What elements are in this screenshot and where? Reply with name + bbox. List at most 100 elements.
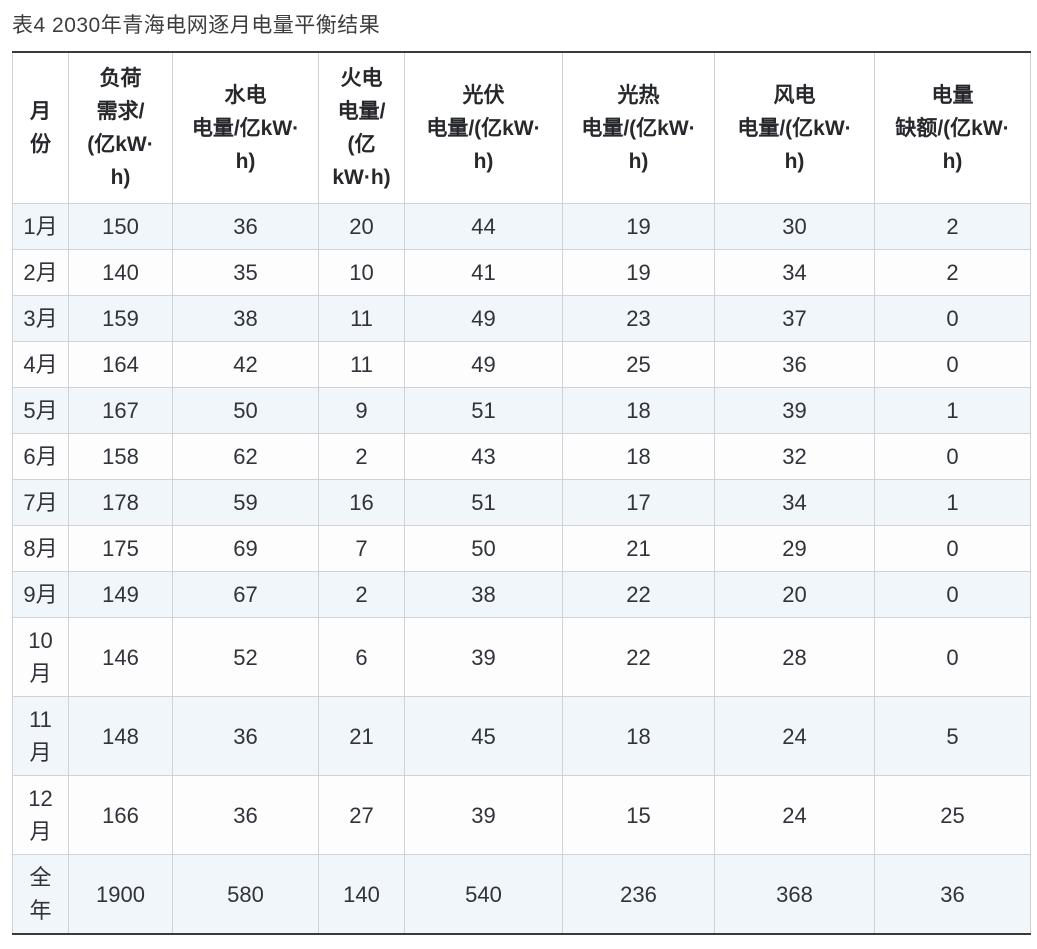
column-header-hydro: 水电 电量/亿kW· h) (172, 51, 319, 204)
value-cell-load-demand: 149 (68, 571, 173, 618)
value-cell-load-demand: 178 (68, 479, 173, 526)
value-cell-solar-csp: 25 (562, 341, 715, 388)
value-cell-solar-pv: 39 (404, 775, 563, 855)
value-cell-solar-pv: 39 (404, 617, 563, 697)
value-cell-deficit: 5 (874, 696, 1031, 776)
table-row: 12 月 166 36 27 39 15 24 25 (12, 775, 1031, 855)
value-cell-wind: 24 (714, 696, 875, 776)
value-cell-load-demand: 164 (68, 341, 173, 388)
table-row: 5月 167 50 9 51 18 39 1 (12, 387, 1031, 434)
value-cell-wind: 28 (714, 617, 875, 697)
table-row: 6月 158 62 2 43 18 32 0 (12, 433, 1031, 480)
monthly-power-balance-table: 月 份负荷 需求/ (亿kW· h) 水电 电量/亿kW· h) 火电 电量/ (亿… (12, 51, 1031, 935)
value-cell-hydro: 52 (172, 617, 319, 697)
value-cell-wind: 37 (714, 295, 875, 342)
table-row: 9月 149 67 2 38 22 20 0 (12, 571, 1031, 618)
value-cell-solar-pv: 38 (404, 571, 563, 618)
value-cell-wind: 32 (714, 433, 875, 480)
value-cell-solar-pv: 51 (404, 387, 563, 434)
month-cell: 9月 (12, 571, 69, 618)
value-cell-load-demand: 166 (68, 775, 173, 855)
month-cell: 11 月 (12, 696, 69, 776)
month-cell: 1月 (12, 203, 69, 250)
value-cell-deficit: 36 (874, 854, 1031, 935)
value-cell-hydro: 36 (172, 775, 319, 855)
value-cell-hydro: 50 (172, 387, 319, 434)
value-cell-thermal: 10 (318, 249, 405, 296)
month-cell: 12 月 (12, 775, 69, 855)
value-cell-solar-csp: 22 (562, 617, 715, 697)
column-header-thermal: 火电 电量/ (亿 kW·h) (318, 51, 405, 204)
value-cell-deficit: 0 (874, 295, 1031, 342)
value-cell-hydro: 67 (172, 571, 319, 618)
value-cell-load-demand: 159 (68, 295, 173, 342)
table-row: 4月 164 42 11 49 25 36 0 (12, 341, 1031, 388)
table-row: 7月 178 59 16 51 17 34 1 (12, 479, 1031, 526)
value-cell-solar-pv: 51 (404, 479, 563, 526)
value-cell-solar-pv: 43 (404, 433, 563, 480)
column-header-deficit: 电量 缺额/(亿kW· h) (874, 51, 1031, 204)
value-cell-deficit: 0 (874, 433, 1031, 480)
month-cell: 3月 (12, 295, 69, 342)
value-cell-solar-pv: 49 (404, 341, 563, 388)
value-cell-wind: 30 (714, 203, 875, 250)
table-row: 2月 140 35 10 41 19 34 2 (12, 249, 1031, 296)
value-cell-hydro: 59 (172, 479, 319, 526)
table-row: 11 月 148 36 21 45 18 24 5 (12, 696, 1031, 776)
table-caption: 表4 2030年青海电网逐月电量平衡结果 (12, 14, 381, 37)
month-cell: 7月 (12, 479, 69, 526)
value-cell-solar-csp: 21 (562, 525, 715, 572)
value-cell-solar-csp: 19 (562, 203, 715, 250)
value-cell-solar-csp: 15 (562, 775, 715, 855)
value-cell-solar-csp: 17 (562, 479, 715, 526)
month-cell: 全 年 (12, 854, 69, 935)
value-cell-thermal: 27 (318, 775, 405, 855)
column-header-solar-csp: 光热 电量/(亿kW· h) (562, 51, 715, 204)
month-cell: 10 月 (12, 617, 69, 697)
value-cell-hydro: 42 (172, 341, 319, 388)
value-cell-load-demand: 140 (68, 249, 173, 296)
value-cell-thermal: 2 (318, 571, 405, 618)
value-cell-wind: 24 (714, 775, 875, 855)
value-cell-deficit: 1 (874, 387, 1031, 434)
value-cell-thermal: 140 (318, 854, 405, 935)
value-cell-deficit: 2 (874, 249, 1031, 296)
value-cell-solar-csp: 18 (562, 433, 715, 480)
value-cell-deficit: 0 (874, 525, 1031, 572)
value-cell-load-demand: 1900 (68, 854, 173, 935)
value-cell-deficit: 0 (874, 617, 1031, 697)
value-cell-wind: 34 (714, 249, 875, 296)
table-row: 全 年 1900 580 140 540 236 368 36 (12, 854, 1031, 935)
value-cell-wind: 34 (714, 479, 875, 526)
value-cell-solar-pv: 41 (404, 249, 563, 296)
value-cell-solar-csp: 236 (562, 854, 715, 935)
value-cell-solar-csp: 18 (562, 696, 715, 776)
column-header-solar-pv: 光伏 电量/(亿kW· h) (404, 51, 563, 204)
value-cell-thermal: 2 (318, 433, 405, 480)
value-cell-load-demand: 146 (68, 617, 173, 697)
value-cell-wind: 368 (714, 854, 875, 935)
column-header-load-demand: 负荷 需求/ (亿kW· h) (68, 51, 173, 204)
value-cell-deficit: 25 (874, 775, 1031, 855)
value-cell-load-demand: 150 (68, 203, 173, 250)
month-cell: 4月 (12, 341, 69, 388)
month-cell: 2月 (12, 249, 69, 296)
table-header-row: 月 份负荷 需求/ (亿kW· h) 水电 电量/亿kW· h) 火电 电量/ (亿… (12, 51, 1031, 204)
value-cell-wind: 20 (714, 571, 875, 618)
value-cell-thermal: 21 (318, 696, 405, 776)
value-cell-solar-csp: 18 (562, 387, 715, 434)
value-cell-thermal: 16 (318, 479, 405, 526)
value-cell-deficit: 2 (874, 203, 1031, 250)
value-cell-load-demand: 175 (68, 525, 173, 572)
table-row: 8月 175 69 7 50 21 29 0 (12, 525, 1031, 572)
value-cell-deficit: 1 (874, 479, 1031, 526)
value-cell-solar-pv: 44 (404, 203, 563, 250)
value-cell-deficit: 0 (874, 571, 1031, 618)
table-row: 10 月 146 52 6 39 22 28 0 (12, 617, 1031, 697)
value-cell-deficit: 0 (874, 341, 1031, 388)
value-cell-wind: 39 (714, 387, 875, 434)
value-cell-solar-csp: 19 (562, 249, 715, 296)
column-header-month: 月 份 (12, 51, 69, 204)
value-cell-hydro: 38 (172, 295, 319, 342)
